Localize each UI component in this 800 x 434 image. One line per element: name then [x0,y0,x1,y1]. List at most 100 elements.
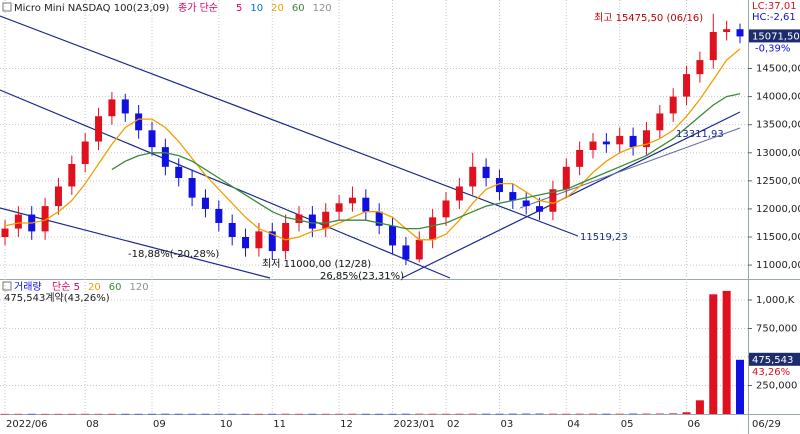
candle-body [161,147,169,167]
volume-bar [468,413,477,415]
volume-bar [14,413,23,415]
trend-line [0,89,451,279]
candle-body [14,214,22,229]
candle-body [589,141,597,150]
volume-bar [736,359,744,414]
annotation: -18,88%(-20,28%) [128,249,219,260]
icon [2,2,12,12]
volume-bar [388,413,397,415]
candle-body [469,166,477,187]
volume-bar [295,413,303,415]
volume-bar [241,413,250,415]
candle-body [495,178,503,193]
trend-line [401,111,741,279]
moving-average-line [4,48,741,241]
candle-body [255,231,263,249]
volume-bar [335,413,344,415]
hc-label: HC:-2,61 [752,12,796,23]
volume-bar [321,413,330,415]
annotation: 11519,23 [580,232,628,243]
volume-bar [655,413,664,415]
y-tick-label: 12500,00 [756,176,800,187]
volume-tag [749,352,800,366]
volume-bar [669,413,678,414]
x-tick-label: 10 [220,419,233,430]
candle-body [683,74,691,97]
legend-title: 종가 단순 [178,2,218,14]
candle-body [389,225,397,246]
candle-body [549,189,557,212]
candle-body [268,231,276,252]
icon [2,281,12,291]
x-tick-label: 2022/06 [6,419,48,430]
candle-body [308,214,316,229]
volume-bar [121,413,130,415]
chart-title: Micro Mini NASDAQ 100(23,09) [14,3,169,14]
volume-bar [535,413,544,415]
legend-entry: 60 [109,282,122,293]
volume-title: 거래량 [14,281,42,293]
volume-bar [548,413,557,415]
x-tick-label: 04 [567,419,580,430]
volume-bar [602,413,611,415]
volume-bar [54,413,63,415]
legend-entry: 120 [129,282,148,293]
x-tick-label: 03 [500,419,513,430]
volume-bar [722,290,731,414]
volume-bar [415,413,424,415]
candle-body [455,186,463,201]
x-tick-label: 05 [621,419,634,430]
candle-body [335,203,343,212]
volume-bar [67,413,76,415]
volume-bar [442,413,450,415]
candle-body [375,211,383,226]
candle-body [616,135,624,145]
volume-bar [629,413,638,415]
volume-tag-label: 475,543 [752,355,793,366]
candle-body [322,211,330,229]
volume-bar [375,413,384,415]
volume-bar [682,412,691,414]
legend-entry: 20 [271,3,284,14]
legend-entry: 20 [88,282,101,293]
candle-body [228,222,236,238]
volume-bar [214,413,223,415]
candle-body [282,222,290,252]
candle-body [576,149,584,167]
volume-bar [1,413,9,415]
volume-bar [268,413,277,415]
y-tick-label: 14500,00 [756,64,800,75]
trend-line [0,15,579,237]
legend-entry: 5 [236,3,242,14]
candle-body [602,141,610,145]
candle-body [108,99,116,117]
y-tick-label: 250,000 [756,381,797,392]
candle-body [709,32,717,61]
y-tick-label: 13000,00 [756,148,800,159]
candle-body [429,217,437,240]
candle-body [536,206,544,212]
volume-bar [361,413,370,415]
y-tick-label: 12000,00 [756,204,800,215]
volume-bar [428,413,437,415]
candle-body [642,130,650,148]
volume-legend-title: 단순 5 [52,281,80,293]
y-tick-label: 14000,00 [756,92,800,103]
volume-bar [508,413,517,415]
price-tag [749,29,800,43]
candle-body [402,245,410,260]
volume-bar [455,413,464,415]
volume-subtitle: 475,543계약(43,26%) [4,292,110,304]
candle-body [736,29,744,37]
candle-body [415,239,423,260]
candle-body [442,200,450,218]
volume-bar [482,413,491,415]
volume-bar [107,413,116,415]
volume-bar [348,413,357,415]
annotation: 최고 15475,50 (06/16) [594,12,703,24]
candle-body [54,186,62,207]
candle-body [81,141,89,164]
change-label: 43,26% [752,367,790,378]
